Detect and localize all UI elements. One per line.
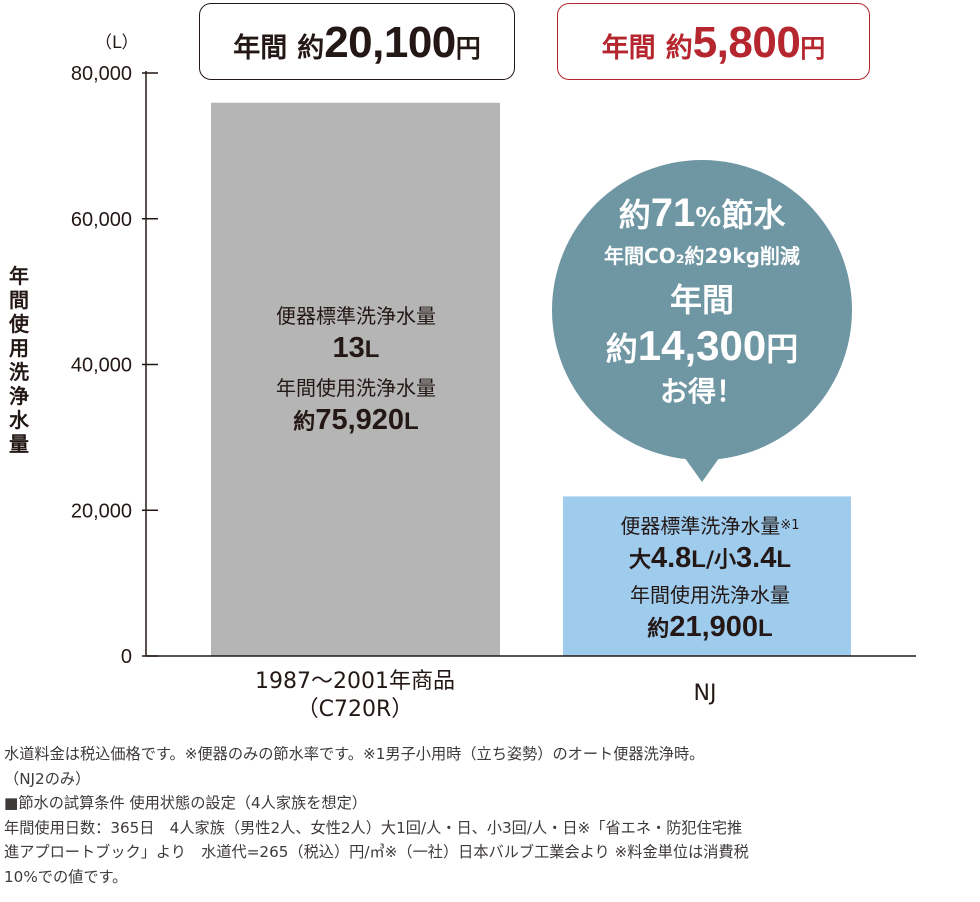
bar-0 <box>211 102 500 656</box>
bar-label-line: 年間使用洗浄水量 <box>630 583 790 607</box>
callout-amount: 約14,300円 <box>552 323 852 372</box>
bar-label-line: 便器標準洗浄水量 <box>276 304 436 328</box>
x-category-line: 1987〜2001年商品 <box>255 669 455 694</box>
price-box-old: 年間 約 20,100 円 <box>199 3 515 80</box>
bar-label-unit: L <box>364 336 380 363</box>
bar-label-line: 便器標準洗浄水量※1 <box>580 512 840 540</box>
price-suffix: 円 <box>800 34 826 63</box>
x-category-old: 1987〜2001年商品 （C720R） <box>200 668 510 724</box>
bar-label-prefix: 約 <box>293 410 316 435</box>
savings-callout-bubble <box>552 160 852 482</box>
y-tick-label: 20,000 <box>71 500 132 522</box>
bar-label-prefix: 約 <box>647 617 670 642</box>
callout-percent-number: 71 <box>650 191 696 235</box>
price-box-new: 年間 約 5,800 円 <box>557 3 870 80</box>
y-unit-label: （L） <box>95 33 139 53</box>
bar-label-line: 年間使用洗浄水量 <box>276 376 436 400</box>
callout-amount-suffix: 円 <box>766 330 799 368</box>
y-tick-label: 40,000 <box>71 355 132 377</box>
x-category-line: NJ <box>693 681 717 706</box>
y-axis-title: 年間使用洗浄水量 <box>9 264 29 456</box>
price-label: 年間 <box>601 33 656 64</box>
savings-callout-text: 約71%節水 年間CO₂約29kg削減 年間 約14,300円 お得！ <box>552 190 852 412</box>
callout-benefit: お得！ <box>659 375 744 408</box>
callout-percent-sign: % <box>695 203 722 233</box>
callout-pointer <box>682 454 722 482</box>
callout-prefix: 約 <box>618 196 651 234</box>
footnotes: 水道料金は税込価格です。※便器のみの節水率です。※1男子小用時（立ち姿勢）のオー… <box>4 742 976 890</box>
price-suffix: 円 <box>455 34 481 63</box>
footnote-line: （NJ2のみ） <box>4 769 91 788</box>
callout-amount-number: 14,300 <box>637 322 767 369</box>
footnote-line: 10%での値です。 <box>4 867 128 886</box>
footnote-line: 水道料金は税込価格です。※便器のみの節水率です。※1男子小用時（立ち姿勢）のオー… <box>4 745 705 763</box>
price-prefix: 約 <box>665 33 693 64</box>
bar-label-new: 便器標準洗浄水量※1 大4.8L/小3.4L 年間使用洗浄水量 約21,900L <box>580 512 840 648</box>
bar-label-unit: L <box>758 615 773 642</box>
y-tick-label: 0 <box>121 646 132 668</box>
bar-label-prefix: 大 <box>628 548 651 573</box>
bar-label-unit: L <box>776 546 792 573</box>
bar-label-separator: / <box>705 548 715 573</box>
bar-label-value: 約75,920L <box>213 402 499 441</box>
bar-label-value: 大4.8L/小3.4L <box>580 540 840 579</box>
callout-suffix: 節水 <box>721 196 786 234</box>
x-category-new: NJ <box>612 680 798 708</box>
footnote-mark: ※1 <box>780 518 800 533</box>
price-amount: 5,800 <box>692 18 801 67</box>
callout-annual: 年間 <box>669 281 734 319</box>
bar-label-number: 4.8 <box>650 542 692 574</box>
callout-circle <box>552 160 852 460</box>
bar-label-prefix: 小 <box>714 548 737 573</box>
callout-prefix: 約 <box>605 330 638 368</box>
y-tick-label: 80,000 <box>71 63 132 85</box>
bar-label-text: 便器標準洗浄水量 <box>620 514 781 538</box>
callout-co2: 年間CO₂約29kg削減 <box>604 244 800 268</box>
footnote-line: ■節水の試算条件 使用状態の設定（4人家族を想定） <box>4 794 367 813</box>
x-category-line: （C720R） <box>296 697 414 722</box>
bar-label-number: 13 <box>332 332 365 364</box>
bar-1 <box>563 496 851 656</box>
bar-label-number: 3.4 <box>736 542 777 574</box>
bar-label-old: 便器標準洗浄水量 13L 年間使用洗浄水量 約75,920L <box>213 302 499 441</box>
bar-label-number: 75,920 <box>315 404 405 436</box>
footnote-line: 年間使用日数：365日 4人家族（男性2人、女性2人）大1回/人・日、小3回/人… <box>4 818 743 837</box>
footnote-line: 進アプロートブック」より 水道代=265（税込）円/㎥※（一社）日本バルブ工業会… <box>4 843 749 862</box>
bar-label-unit: L <box>691 546 706 573</box>
callout-water-saving: 約71%節水 <box>552 190 852 241</box>
y-tick-label: 60,000 <box>71 209 132 231</box>
bar-label-number: 21,900 <box>669 611 759 643</box>
bar-label-unit: L <box>404 408 419 435</box>
price-label: 年間 <box>233 33 288 64</box>
price-amount: 20,100 <box>324 18 456 67</box>
bar-label-value: 約21,900L <box>580 609 840 648</box>
bar-label-value: 13L <box>213 330 499 368</box>
price-prefix: 約 <box>297 33 325 64</box>
